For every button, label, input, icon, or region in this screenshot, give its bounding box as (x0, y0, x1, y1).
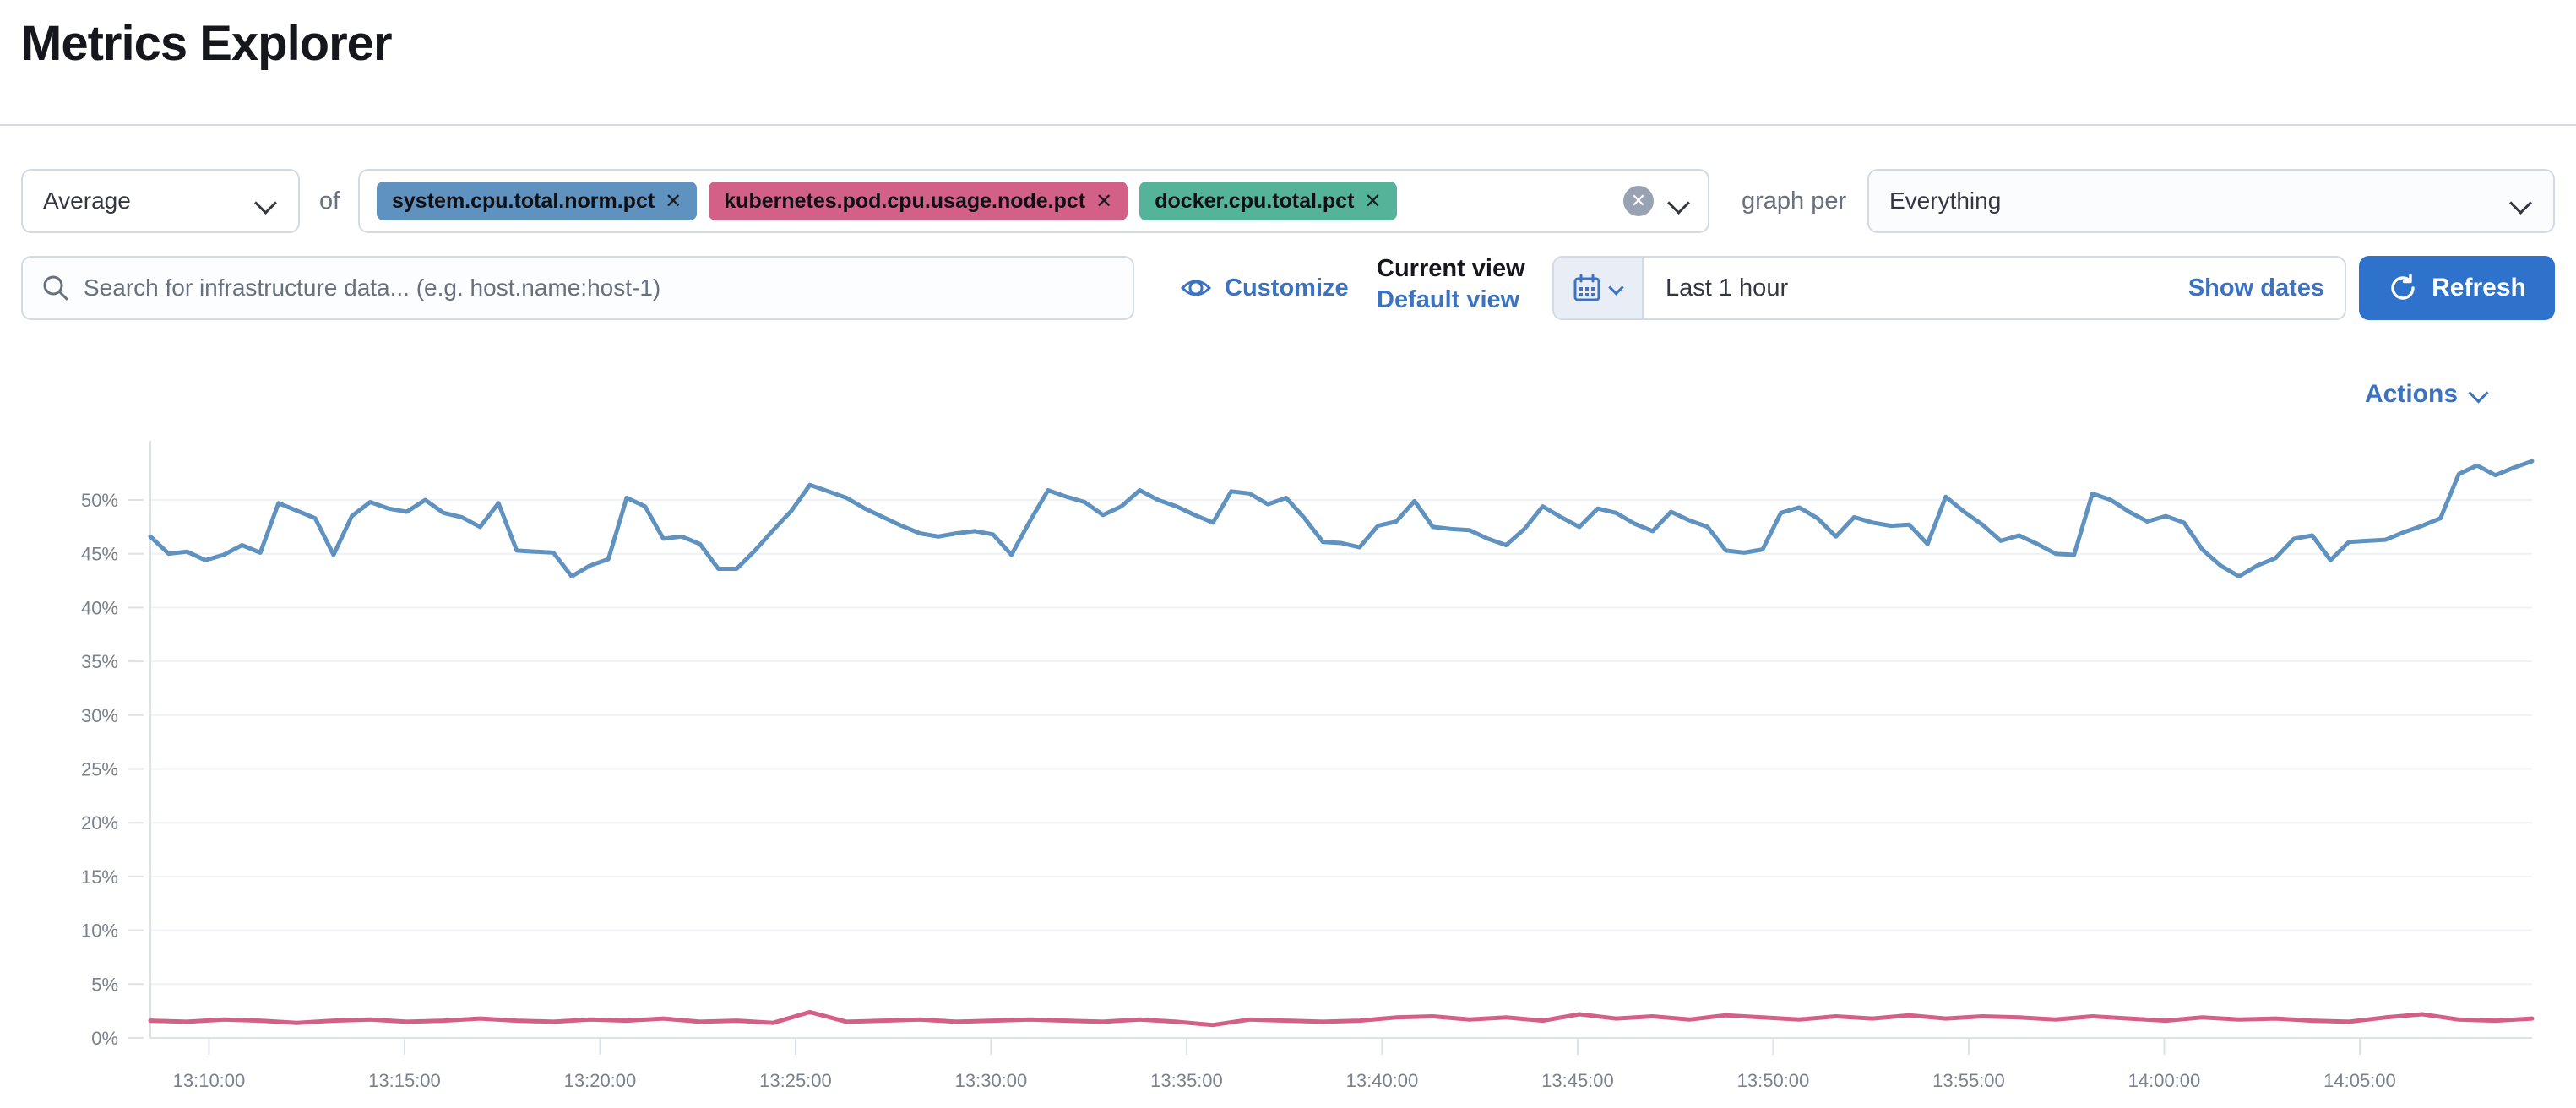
aggregation-select[interactable]: Average (21, 169, 300, 233)
time-range-value[interactable]: Last 1 hour (1666, 274, 1789, 301)
x-axis-tick-label: 13:55:00 (1932, 1070, 2005, 1091)
x-axis-tick-label: 13:15:00 (368, 1070, 441, 1091)
clear-all-icon[interactable]: ✕ (1623, 186, 1654, 216)
date-picker[interactable]: Last 1 hour Show dates (1552, 256, 2346, 320)
refresh-icon (2391, 274, 2415, 300)
chevron-down-icon (2470, 384, 2490, 405)
view-info: Current view Default view (1377, 253, 1525, 316)
x-axis-tick-label: 13:10:00 (173, 1070, 246, 1091)
x-axis-tick-label: 13:50:00 (1737, 1070, 1810, 1091)
chevron-down-icon (2511, 190, 2533, 212)
calendar-icon (1573, 274, 1600, 301)
refresh-button[interactable]: Refresh (2359, 256, 2555, 320)
x-axis-tick-label: 13:20:00 (564, 1070, 637, 1091)
remove-tag-icon[interactable]: ✕ (665, 189, 682, 213)
y-axis-tick-label: 10% (81, 921, 118, 942)
metric-tag[interactable]: kubernetes.pod.cpu.usage.node.pct ✕ (709, 182, 1128, 220)
x-axis-tick-label: 14:05:00 (2323, 1070, 2396, 1091)
graph-per-label: graph per (1742, 187, 1847, 215)
customize-button[interactable]: Customize (1179, 256, 1349, 320)
metric-tag-label: kubernetes.pod.cpu.usage.node.pct (724, 188, 1086, 213)
quick-select-button[interactable] (1554, 258, 1644, 318)
chart-canvas[interactable]: 0% 5% 10% 15% 20% 25% 30% 35% 40% 45% 50% 13:10:00 1… (0, 426, 2576, 1102)
metric-tag[interactable]: system.cpu.total.norm.pct ✕ (377, 182, 698, 220)
default-view-link[interactable]: Default view (1377, 286, 1520, 313)
x-axis-tick-label: 13:30:00 (955, 1070, 1028, 1091)
y-axis-tick-label: 20% (81, 812, 118, 834)
chevron-down-icon (1609, 280, 1624, 296)
show-dates-button[interactable]: Show dates (2187, 274, 2324, 301)
y-axis-tick-label: 35% (81, 651, 118, 672)
aggregation-value: Average (43, 187, 131, 214)
search-input[interactable]: Search for infrastructure data... (e.g. … (21, 256, 1134, 320)
y-axis-tick-label: 15% (81, 866, 118, 888)
customize-label: Customize (1225, 274, 1349, 301)
metric-combo-box[interactable]: system.cpu.total.norm.pct ✕ kubernetes.p… (358, 169, 1709, 233)
x-axis-tick-label: 13:25:00 (759, 1070, 832, 1091)
eye-icon (1180, 280, 1212, 296)
search-icon (43, 275, 68, 301)
chevron-down-icon[interactable] (1669, 190, 1691, 212)
actions-menu-button[interactable]: Actions (2365, 380, 2490, 409)
metric-tag-label: docker.cpu.total.pct (1155, 188, 1355, 213)
y-axis-tick-label: 30% (81, 705, 118, 726)
metrics-line-chart[interactable]: 0% 5% 10% 15% 20% 25% 30% 35% 40% 45% 50% 13:10:00 1… (0, 426, 2576, 1102)
y-axis-tick-label: 25% (81, 759, 118, 780)
y-axis-tick-label: 50% (81, 490, 118, 511)
actions-label: Actions (2365, 380, 2459, 408)
graph-per-select[interactable]: Everything (1867, 169, 2555, 233)
header-divider (0, 124, 2576, 126)
y-axis-tick-label: 0% (91, 1028, 118, 1049)
metric-tag-label: system.cpu.total.norm.pct (392, 188, 655, 213)
x-axis-tick-label: 14:00:00 (2128, 1070, 2201, 1091)
search-placeholder: Search for infrastructure data... (e.g. … (84, 274, 661, 301)
y-axis-tick-label: 45% (81, 544, 118, 565)
chevron-down-icon (256, 190, 278, 212)
series-line (148, 459, 2535, 578)
remove-tag-icon[interactable]: ✕ (1095, 189, 1113, 213)
of-label: of (319, 187, 340, 215)
page-title: Metrics Explorer (21, 16, 393, 71)
refresh-label: Refresh (2432, 274, 2526, 301)
x-axis-tick-label: 13:40:00 (1346, 1070, 1419, 1091)
y-axis-tick-label: 5% (91, 974, 118, 995)
current-view-label: Current view (1377, 255, 1525, 282)
graph-per-value: Everything (1889, 187, 2002, 214)
x-axis-tick-label: 13:35:00 (1150, 1070, 1223, 1091)
y-axis-tick-label: 40% (81, 597, 118, 618)
remove-tag-icon[interactable]: ✕ (1364, 189, 1382, 213)
series-line (148, 1009, 2535, 1028)
metric-tag[interactable]: docker.cpu.total.pct ✕ (1139, 182, 1397, 220)
x-axis-tick-label: 13:45:00 (1541, 1070, 1614, 1091)
